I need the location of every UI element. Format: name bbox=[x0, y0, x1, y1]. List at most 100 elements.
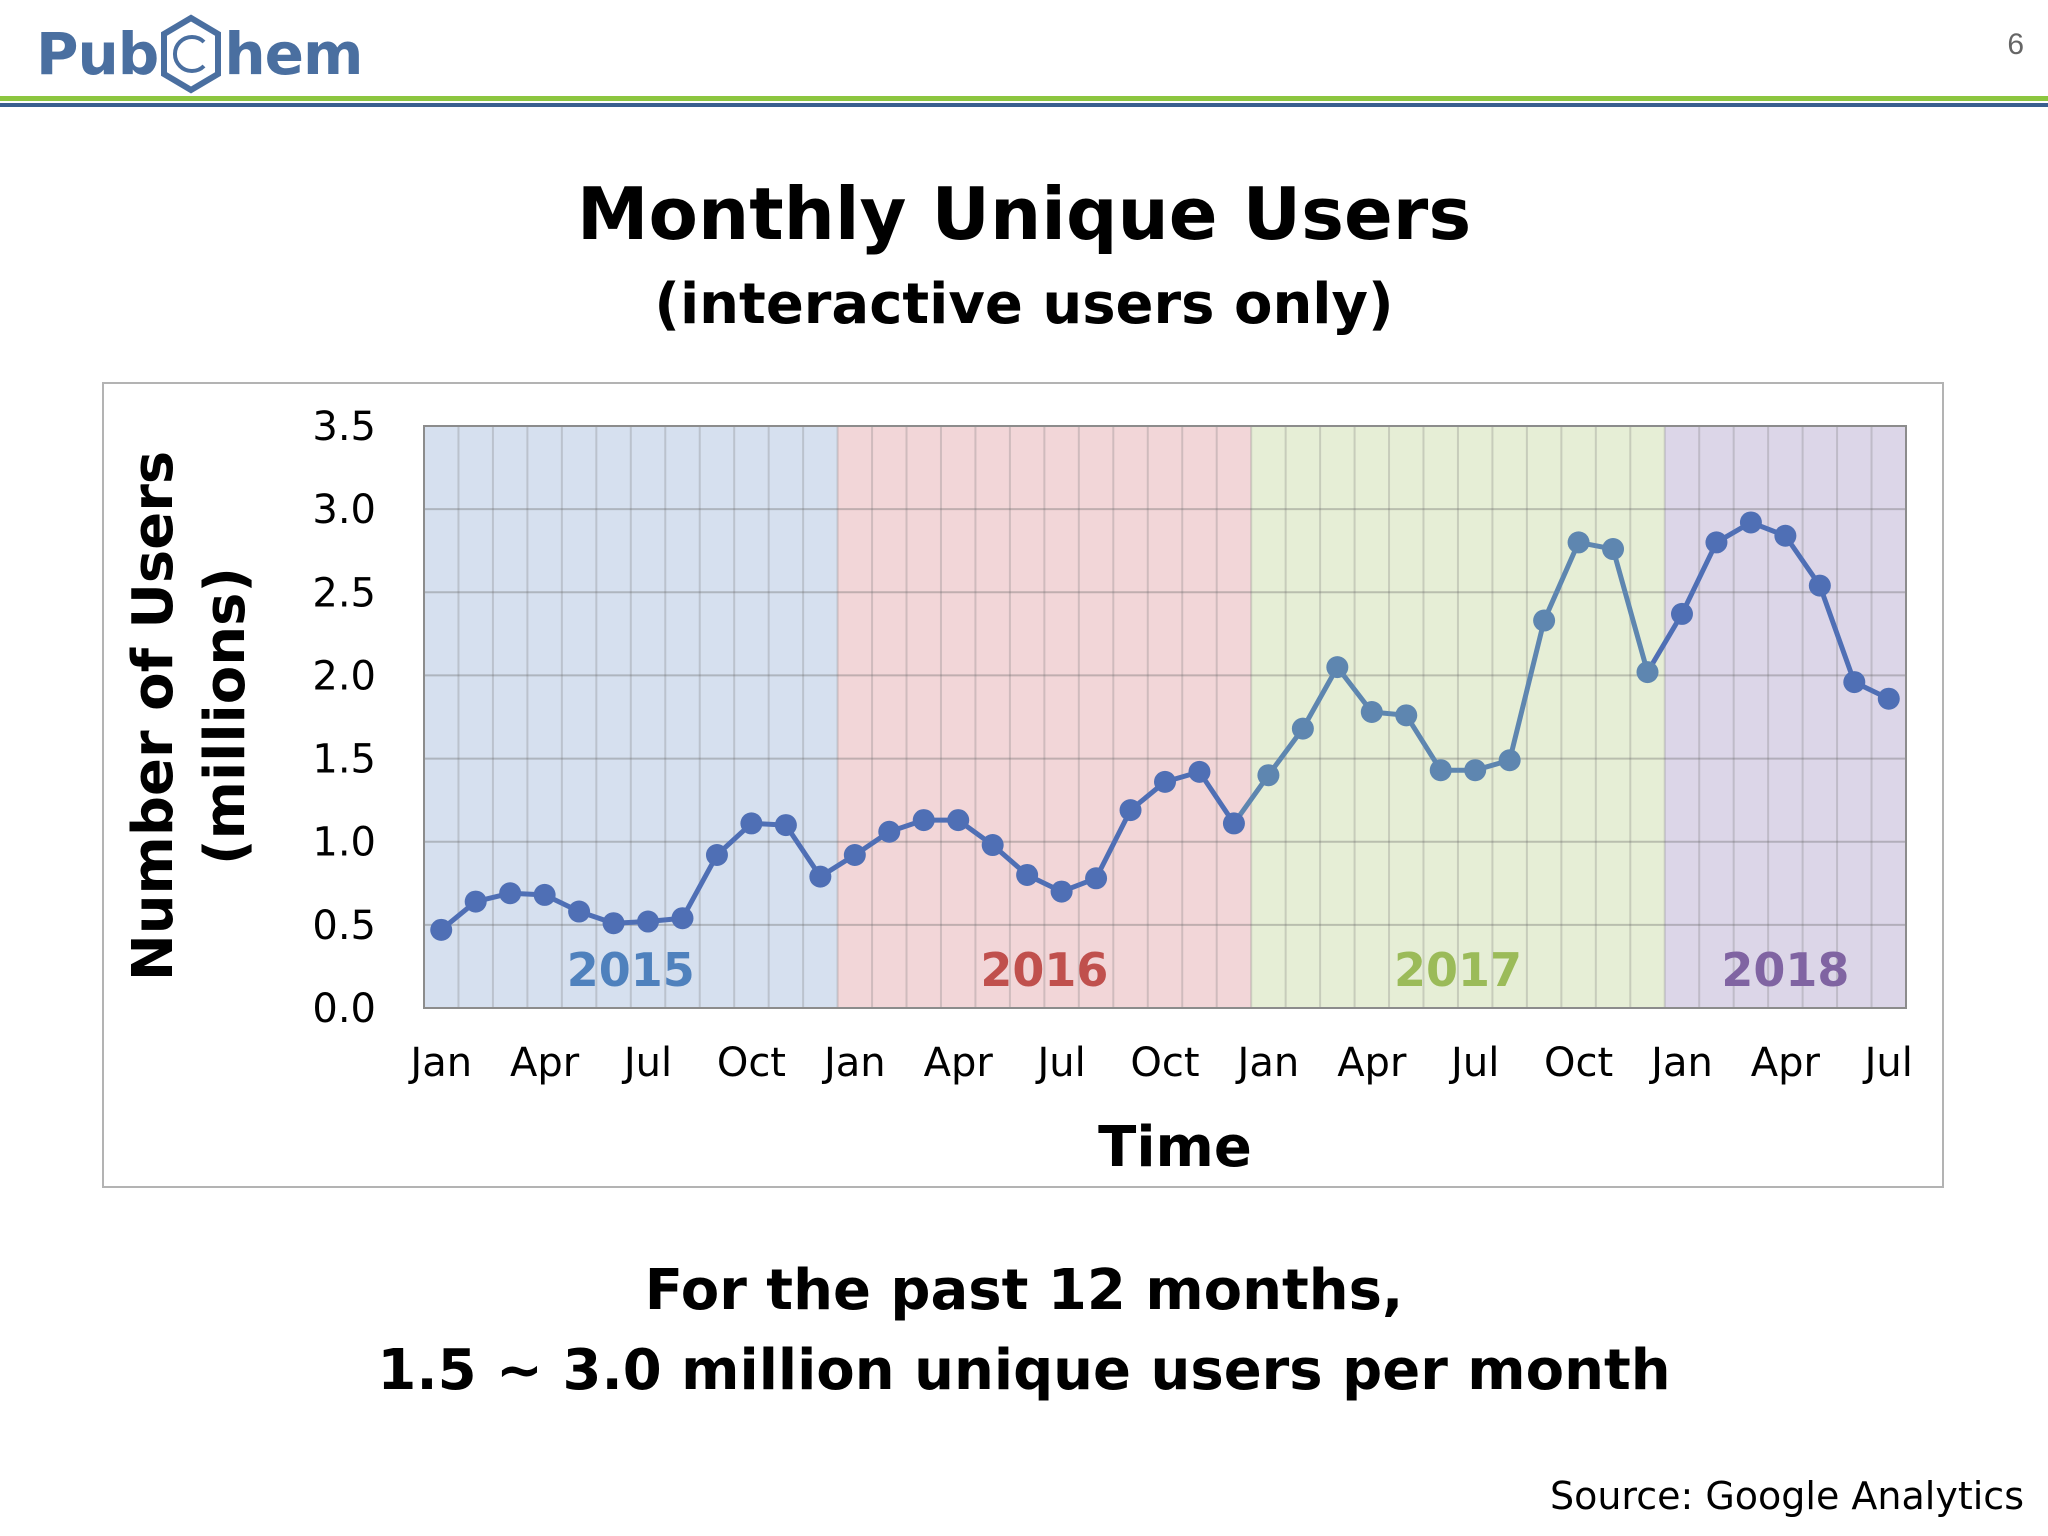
y-tick-label: 3.5 bbox=[312, 404, 376, 450]
series-line-segment bbox=[1093, 807, 1134, 881]
logo-text-pub: Pub bbox=[36, 20, 159, 88]
series-line-segment bbox=[1541, 539, 1582, 624]
series-line-segment bbox=[1645, 611, 1685, 675]
x-tick-label: Jul bbox=[621, 1040, 672, 1086]
y-axis-title-units: (millions) bbox=[193, 567, 258, 865]
summary-note-line1: For the past 12 months, bbox=[644, 1258, 1404, 1323]
data-point bbox=[1326, 656, 1349, 679]
page-number: 6 bbox=[2007, 28, 2024, 61]
data-point bbox=[1188, 760, 1211, 783]
y-tick-label: 0.5 bbox=[312, 903, 376, 949]
data-point bbox=[1291, 717, 1314, 740]
data-point bbox=[1877, 687, 1900, 710]
header-rule-green bbox=[0, 96, 2048, 101]
data-point bbox=[671, 907, 694, 930]
x-tick-label: Oct bbox=[1130, 1040, 1199, 1086]
y-tick-label: 2.5 bbox=[312, 570, 376, 616]
data-point bbox=[499, 882, 522, 905]
data-point bbox=[705, 844, 728, 867]
summary-note-line2: 1.5 ~ 3.0 million unique users per month bbox=[377, 1338, 1671, 1403]
x-tick-label: Apr bbox=[924, 1040, 994, 1086]
x-axis-title: Time bbox=[1098, 1115, 1252, 1180]
data-point bbox=[533, 883, 556, 906]
y-axis-title: Number of Users bbox=[121, 451, 186, 981]
x-tick-label: Apr bbox=[1337, 1040, 1407, 1086]
series-line-segment bbox=[1300, 664, 1340, 732]
year-label-2016: 2016 bbox=[980, 943, 1108, 997]
x-tick-label: Jan bbox=[1648, 1040, 1713, 1086]
chart-frame: 2015 2016 2017 2018 0.0 0.5 1.0 1.5 2.0 2.5 3.0 3.… bbox=[102, 382, 1944, 1188]
data-point bbox=[1222, 812, 1245, 835]
data-point bbox=[1636, 661, 1659, 684]
header-rule-blue bbox=[0, 103, 2048, 107]
data-point bbox=[1602, 538, 1625, 561]
data-point bbox=[568, 900, 591, 923]
data-point bbox=[774, 814, 797, 837]
data-point bbox=[1739, 511, 1762, 534]
chart-title: Monthly Unique Users bbox=[576, 172, 1472, 256]
year-band-2016 bbox=[837, 426, 1252, 1008]
series-line-segment bbox=[679, 852, 720, 921]
series-line-segment bbox=[1817, 583, 1857, 685]
x-tick-label: Oct bbox=[717, 1040, 786, 1086]
y-tick-label: 0.0 bbox=[312, 986, 376, 1032]
data-point bbox=[1360, 701, 1383, 724]
x-tick-label: Jan bbox=[407, 1040, 472, 1086]
data-point bbox=[1464, 759, 1487, 782]
line-chart: 2015 2016 2017 2018 0.0 0.5 1.0 1.5 2.0 2.5 3.0 3.… bbox=[121, 404, 1913, 1180]
x-tick-label: Apr bbox=[1751, 1040, 1821, 1086]
chart-subtitle: (interactive users only) bbox=[654, 272, 1394, 337]
y-tick-label: 1.0 bbox=[312, 820, 376, 866]
data-point bbox=[1050, 880, 1073, 903]
data-point bbox=[1257, 764, 1280, 787]
series-line-segment bbox=[1610, 546, 1651, 675]
data-point bbox=[1085, 867, 1108, 890]
x-tick-label: Jan bbox=[1235, 1040, 1300, 1086]
data-point bbox=[637, 910, 660, 933]
data-point bbox=[1705, 531, 1728, 554]
data-point bbox=[947, 809, 970, 832]
year-band-2015 bbox=[424, 426, 838, 1008]
data-point bbox=[1016, 863, 1039, 886]
series-line-segment bbox=[1507, 618, 1547, 763]
year-band-2018 bbox=[1664, 426, 1906, 1008]
x-tick-label: Jul bbox=[1862, 1040, 1913, 1086]
data-point bbox=[1774, 524, 1797, 547]
x-tick-label: Oct bbox=[1544, 1040, 1613, 1086]
data-point bbox=[809, 865, 832, 888]
data-point bbox=[1498, 749, 1521, 772]
data-point bbox=[464, 890, 487, 913]
data-point bbox=[1533, 609, 1556, 632]
data-point bbox=[1843, 671, 1866, 694]
x-tick-label: Apr bbox=[510, 1040, 580, 1086]
data-point bbox=[430, 918, 453, 941]
x-tick-label: Jul bbox=[1034, 1040, 1085, 1086]
data-point bbox=[602, 912, 625, 935]
data-point bbox=[981, 834, 1004, 857]
data-point bbox=[1154, 770, 1176, 793]
year-label-2015: 2015 bbox=[567, 943, 695, 997]
y-tick-label: 1.5 bbox=[312, 737, 376, 783]
data-point bbox=[740, 812, 763, 835]
year-label-2018: 2018 bbox=[1721, 943, 1849, 997]
data-point bbox=[1395, 704, 1418, 727]
data-point bbox=[1119, 799, 1142, 822]
year-band-2017 bbox=[1251, 426, 1665, 1008]
data-point bbox=[1670, 602, 1693, 625]
hexagon-logo-icon bbox=[161, 14, 222, 94]
x-tick-label: Jan bbox=[821, 1040, 886, 1086]
x-tick-label: Jul bbox=[1448, 1040, 1499, 1086]
source-credit: Source: Google Analytics bbox=[1549, 1474, 2024, 1518]
pubchem-logo: Pub hem bbox=[36, 8, 363, 100]
data-point bbox=[912, 809, 935, 832]
logo-text-hem: hem bbox=[224, 20, 363, 88]
data-point bbox=[843, 844, 866, 867]
year-label-2017: 2017 bbox=[1394, 943, 1522, 997]
data-point bbox=[878, 820, 901, 843]
data-point bbox=[1808, 574, 1831, 597]
plot-area-border bbox=[423, 425, 1907, 1009]
series-line-segment bbox=[1679, 539, 1719, 617]
data-point bbox=[1567, 531, 1590, 554]
y-tick-label: 3.0 bbox=[312, 487, 376, 533]
y-tick-label: 2.0 bbox=[312, 653, 376, 699]
